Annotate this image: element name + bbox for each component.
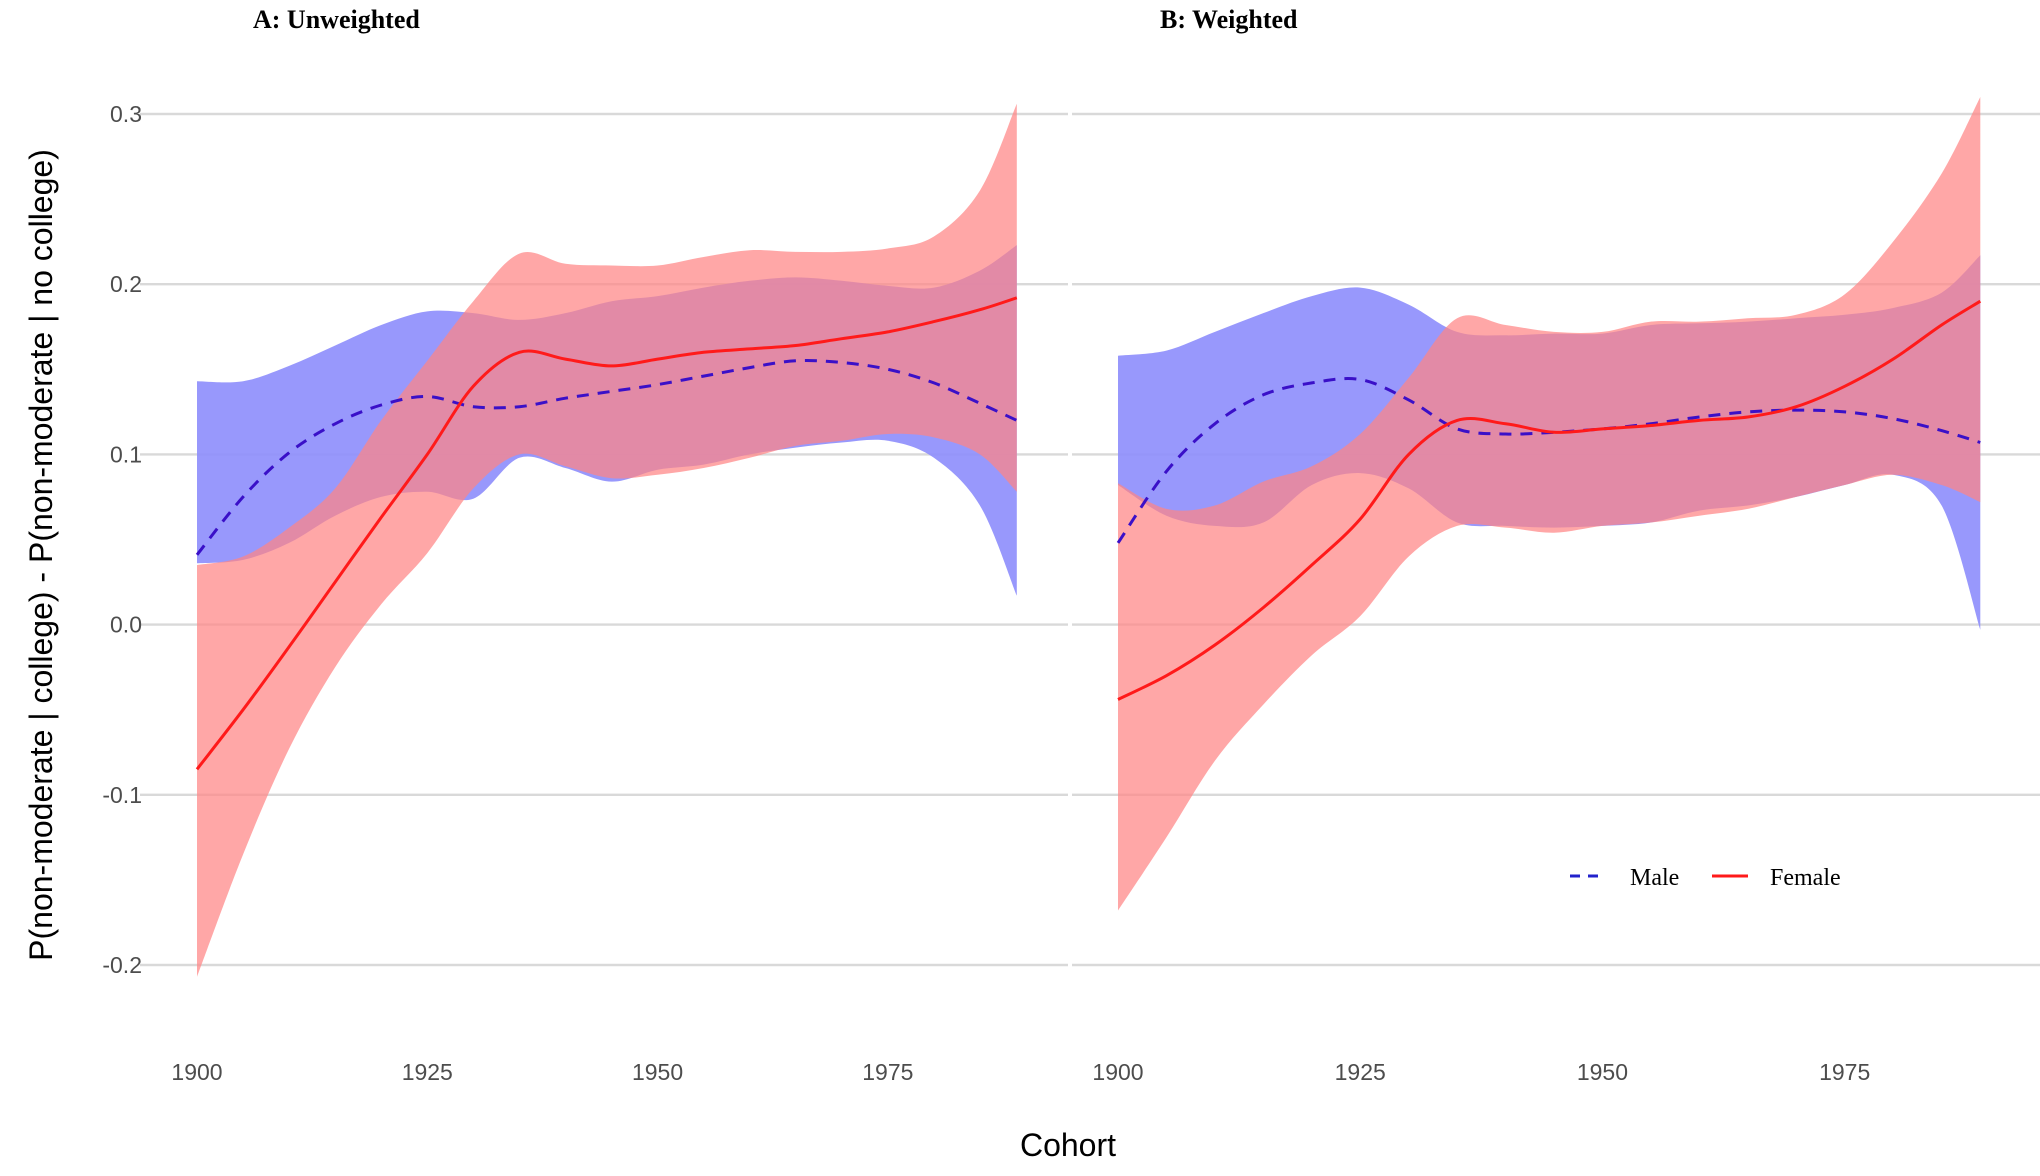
y-tick-label: 0.2 bbox=[110, 271, 142, 297]
y-tick-label: 0.1 bbox=[110, 441, 142, 467]
y-tick-label: -0.1 bbox=[102, 782, 142, 808]
x-tick-label: 1900 bbox=[171, 1059, 222, 1085]
x-tick-label: 1925 bbox=[402, 1059, 453, 1085]
x-tick-label: 1975 bbox=[862, 1059, 913, 1085]
legend-label-male: Male bbox=[1630, 865, 1679, 891]
y-tick-label: 0.0 bbox=[110, 612, 142, 638]
y-tick-label: -0.2 bbox=[102, 952, 142, 978]
x-tick-label: 1975 bbox=[1819, 1059, 1870, 1085]
series-line-female bbox=[195, 296, 1018, 771]
y-axis-title: P(non-moderate | college) - P(non-modera… bbox=[23, 149, 59, 961]
y-tick-label: 0.3 bbox=[110, 101, 142, 127]
series-line-female bbox=[1117, 299, 1982, 701]
x-tick-label: 1950 bbox=[1577, 1059, 1628, 1085]
panel-title: A: Unweighted bbox=[253, 5, 420, 34]
x-tick-label: 1900 bbox=[1092, 1059, 1143, 1085]
confidence-band-female bbox=[1118, 97, 1981, 911]
x-tick-label: 1950 bbox=[632, 1059, 683, 1085]
confidence-band-female bbox=[197, 103, 1017, 977]
panel-title: B: Weighted bbox=[1160, 5, 1298, 34]
x-axis-title: Cohort bbox=[1020, 1127, 1116, 1163]
x-tick-label: 1925 bbox=[1335, 1059, 1386, 1085]
legend-label-female: Female bbox=[1770, 865, 1841, 891]
series-line-male bbox=[195, 358, 1018, 556]
